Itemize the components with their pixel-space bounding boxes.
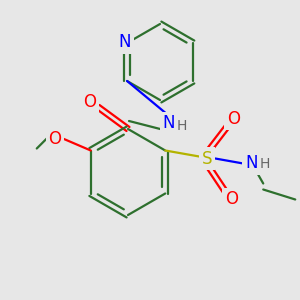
Text: H: H [260, 158, 270, 172]
Text: S: S [202, 149, 212, 167]
Text: O: O [227, 110, 240, 128]
Text: O: O [48, 130, 61, 148]
Text: O: O [83, 93, 97, 111]
Text: N: N [245, 154, 257, 172]
Text: N: N [163, 114, 175, 132]
Text: N: N [119, 33, 131, 51]
Text: H: H [177, 119, 187, 133]
Text: O: O [225, 190, 238, 208]
